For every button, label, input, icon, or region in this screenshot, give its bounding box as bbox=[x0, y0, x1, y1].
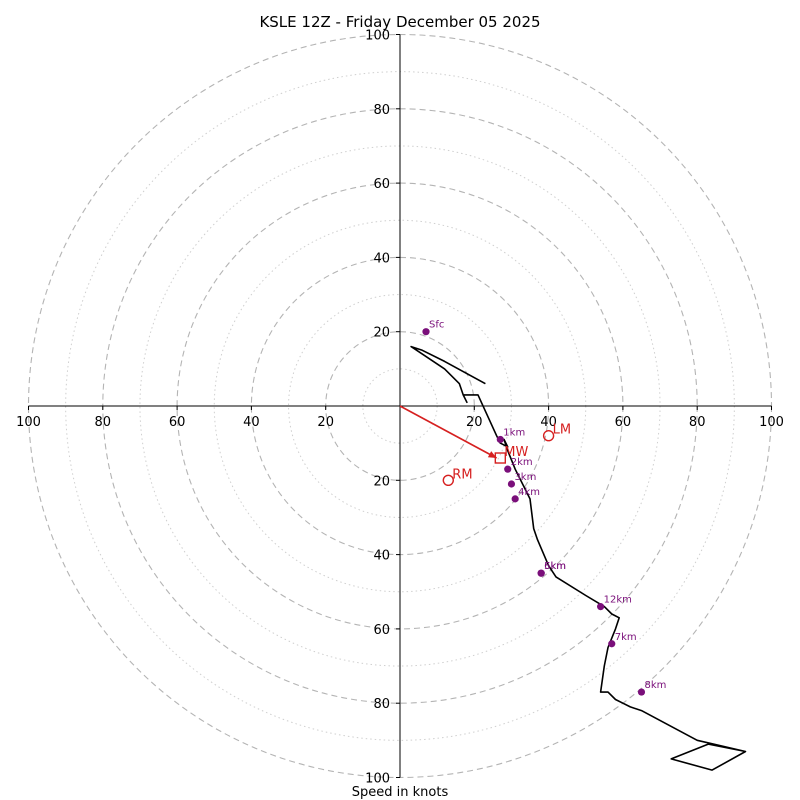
height-label-12km: 12km bbox=[604, 595, 632, 606]
height-label-8km: 8km bbox=[644, 680, 666, 691]
x-tick-label: 80 bbox=[689, 415, 706, 430]
y-tick-label: 60 bbox=[373, 623, 390, 638]
y-tick-label: 20 bbox=[373, 326, 390, 341]
y-tick-label: 80 bbox=[373, 697, 390, 712]
height-label-1km: 1km bbox=[503, 427, 525, 438]
wind-trace bbox=[410, 345, 747, 771]
height-point-12km bbox=[597, 603, 605, 611]
x-axis-label: Speed in knots bbox=[352, 785, 449, 800]
x-tick-label: 80 bbox=[95, 415, 112, 430]
height-label-sfc: Sfc bbox=[429, 320, 444, 331]
storm-marker-rm bbox=[442, 474, 454, 486]
y-tick-label: 20 bbox=[373, 474, 390, 489]
y-tick-label: 100 bbox=[365, 772, 390, 787]
height-point-8km bbox=[637, 688, 646, 696]
height-point-6km bbox=[537, 569, 545, 577]
height-point-7km bbox=[608, 640, 616, 648]
y-tick-label: 40 bbox=[373, 251, 390, 266]
storm-label-lm: LM bbox=[553, 423, 571, 438]
x-tick-label: 100 bbox=[16, 415, 41, 430]
y-tick-label: 60 bbox=[373, 177, 390, 192]
height-label-6km: 6km bbox=[544, 561, 566, 572]
height-label-7km: 7km bbox=[615, 632, 637, 643]
x-tick-label: 40 bbox=[243, 415, 260, 430]
storm-label-mw: MW bbox=[504, 445, 528, 460]
x-tick-label: 60 bbox=[169, 415, 186, 430]
x-tick-label: 20 bbox=[466, 415, 483, 430]
height-label-5km: 5km bbox=[544, 561, 566, 572]
storm-motion: RM LM MW bbox=[399, 405, 571, 486]
height-point-1km bbox=[496, 435, 504, 444]
height-label-2km: 2km bbox=[511, 457, 533, 468]
height-point-3km bbox=[507, 480, 516, 488]
mean-wind-arrow bbox=[399, 405, 497, 459]
chart-title: KSLE 12Z - Friday December 05 2025 bbox=[259, 13, 540, 31]
storm-label-rm: RM bbox=[452, 467, 472, 482]
height-point-2km bbox=[504, 465, 512, 473]
height-label-3km: 3km bbox=[514, 472, 536, 483]
storm-marker-lm bbox=[542, 430, 555, 442]
tick-labels: 100 80 60 40 20 20 40 60 80 100 20 40 60 80 100 20 40 60 8… bbox=[16, 29, 784, 787]
height-point-sfc bbox=[422, 328, 430, 336]
x-tick-label: 20 bbox=[317, 415, 334, 430]
y-tick-label: 40 bbox=[373, 549, 390, 564]
mean-wind-arrowhead bbox=[487, 451, 497, 459]
x-tick-label: 100 bbox=[759, 415, 784, 430]
y-tick-label: 80 bbox=[373, 103, 390, 118]
x-tick-label: 40 bbox=[540, 415, 557, 430]
height-label-4km: 4km bbox=[518, 487, 540, 498]
height-point-4km bbox=[511, 495, 519, 503]
storm-marker-mw bbox=[494, 452, 507, 464]
y-tick-label: 100 bbox=[365, 29, 390, 44]
hodograph-line bbox=[410, 345, 747, 771]
x-tick-label: 60 bbox=[615, 415, 632, 430]
